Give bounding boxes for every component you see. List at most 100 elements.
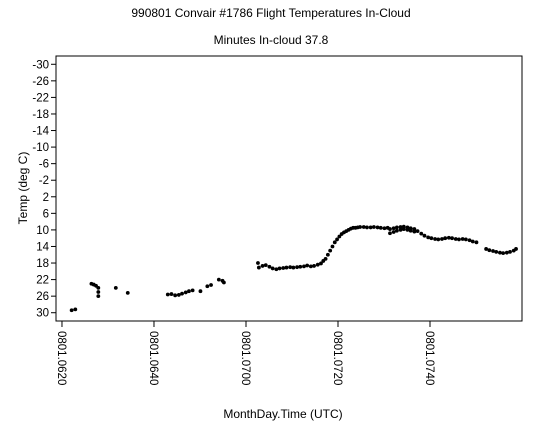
data-point bbox=[205, 284, 210, 289]
data-point bbox=[222, 280, 226, 285]
data-point bbox=[474, 240, 479, 245]
data-point bbox=[335, 237, 339, 242]
data-point bbox=[180, 291, 184, 296]
data-point bbox=[216, 277, 221, 282]
x-tick-label: 0801.0640 bbox=[147, 331, 159, 385]
chart-title: 990801 Convair #1786 Flight Temperatures… bbox=[131, 6, 410, 20]
y-tick-label: -6 bbox=[39, 159, 49, 171]
data-point bbox=[501, 251, 506, 255]
data-point bbox=[337, 234, 342, 239]
data-point bbox=[305, 263, 310, 268]
data-point bbox=[491, 249, 495, 253]
data-point bbox=[328, 248, 333, 253]
data-point bbox=[183, 290, 188, 295]
data-point bbox=[457, 237, 461, 242]
y-tick-label: -14 bbox=[32, 126, 49, 138]
data-point bbox=[415, 229, 420, 234]
data-point bbox=[96, 294, 101, 299]
data-point bbox=[198, 289, 203, 294]
data-point bbox=[358, 225, 362, 229]
data-point bbox=[498, 250, 502, 255]
y-tick-label: 14 bbox=[36, 241, 49, 253]
data-point bbox=[270, 266, 275, 271]
data-point bbox=[436, 237, 441, 242]
data-point bbox=[394, 225, 399, 230]
data-point bbox=[412, 229, 417, 234]
y-tick-label: 26 bbox=[36, 291, 49, 303]
data-point bbox=[453, 237, 458, 241]
data-point bbox=[69, 308, 74, 313]
y-tick-label: -22 bbox=[32, 92, 49, 104]
data-point bbox=[281, 266, 286, 270]
data-point bbox=[398, 228, 403, 232]
data-point bbox=[256, 265, 261, 270]
y-tick-label: -18 bbox=[32, 109, 49, 121]
data-point bbox=[504, 250, 509, 255]
data-point bbox=[470, 239, 475, 244]
data-point bbox=[96, 285, 101, 290]
data-point bbox=[375, 225, 380, 230]
data-point bbox=[494, 249, 499, 254]
x-axis-ticks: 0801.0620 0801.0640 0801.0700 0801.0720 0801… bbox=[55, 321, 435, 385]
data-point bbox=[277, 266, 282, 271]
data-point bbox=[256, 261, 260, 265]
data-point bbox=[176, 293, 181, 297]
data-point bbox=[378, 225, 383, 230]
data-point bbox=[405, 228, 410, 232]
x-tick-label: 0801.0720 bbox=[331, 331, 343, 385]
data-point bbox=[169, 292, 174, 296]
data-point bbox=[460, 237, 465, 241]
data-point bbox=[391, 230, 396, 234]
data-point bbox=[190, 288, 195, 293]
y-tick-label: 18 bbox=[36, 258, 49, 270]
plot-frame bbox=[55, 55, 523, 322]
data-point bbox=[113, 285, 118, 290]
data-point bbox=[263, 263, 268, 268]
data-point bbox=[429, 236, 434, 241]
data-point bbox=[323, 256, 328, 261]
data-point bbox=[209, 283, 213, 287]
data-point bbox=[361, 225, 366, 229]
data-point bbox=[394, 228, 399, 233]
data-point bbox=[388, 231, 392, 236]
x-tick-label: 0801.0620 bbox=[55, 331, 67, 385]
data-point bbox=[267, 264, 272, 269]
chart-subtitle: Minutes In-cloud 37.8 bbox=[214, 33, 329, 47]
y-tick-label: -10 bbox=[32, 142, 49, 154]
data-point bbox=[302, 264, 306, 269]
data-point bbox=[398, 225, 403, 229]
data-point bbox=[332, 240, 337, 245]
data-point bbox=[514, 247, 518, 251]
x-tick-label: 0801.0740 bbox=[423, 331, 435, 385]
data-point bbox=[291, 265, 296, 270]
data-point bbox=[426, 235, 431, 240]
data-point bbox=[73, 307, 78, 312]
data-point bbox=[312, 264, 316, 268]
data-point bbox=[173, 293, 178, 298]
data-points bbox=[69, 224, 518, 313]
x-axis-label: MonthDay.Time (UTC) bbox=[223, 407, 342, 421]
data-point bbox=[308, 264, 313, 269]
data-point bbox=[450, 236, 454, 241]
y-tick-label: 22 bbox=[36, 275, 49, 287]
data-point bbox=[433, 237, 437, 241]
data-point bbox=[165, 292, 170, 297]
data-point bbox=[330, 244, 335, 249]
data-point bbox=[298, 264, 303, 269]
data-point bbox=[446, 235, 451, 240]
plot-border bbox=[55, 55, 523, 322]
data-point bbox=[382, 226, 387, 231]
x-tick-label: 0801.0700 bbox=[239, 331, 251, 385]
data-point bbox=[260, 264, 265, 268]
y-tick-label: 2 bbox=[43, 192, 49, 204]
data-point bbox=[388, 227, 392, 231]
data-point bbox=[391, 226, 396, 231]
data-point bbox=[288, 265, 293, 270]
data-point bbox=[440, 237, 444, 241]
data-point bbox=[401, 227, 406, 231]
y-tick-label: -26 bbox=[32, 76, 49, 88]
data-point bbox=[295, 265, 299, 270]
data-point bbox=[96, 290, 101, 294]
data-point bbox=[315, 262, 320, 267]
y-tick-label: 10 bbox=[36, 225, 49, 237]
